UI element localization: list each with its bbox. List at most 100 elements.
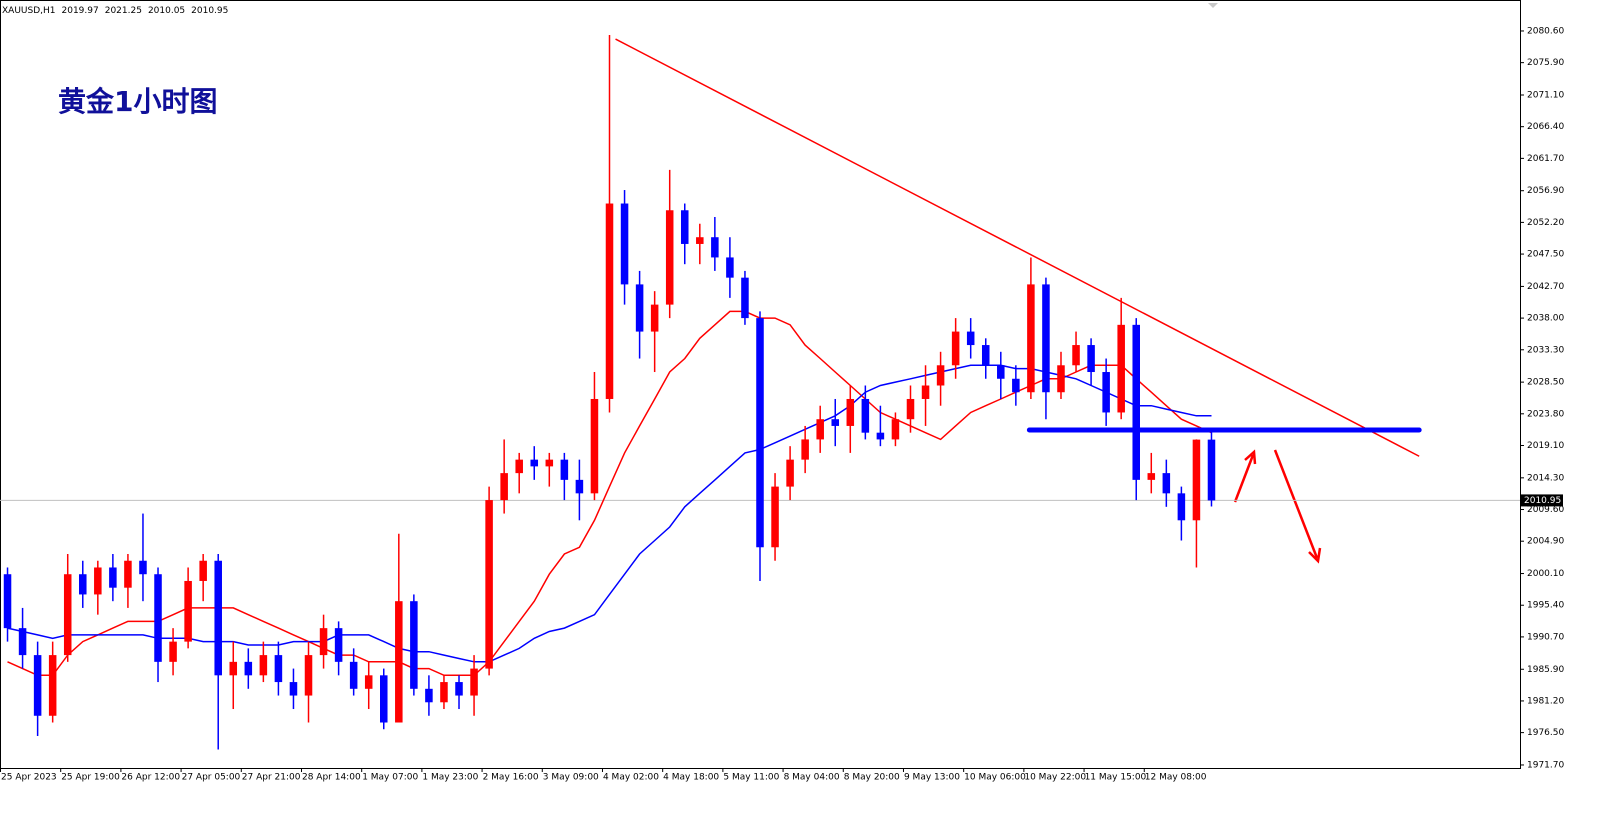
y-tick-label: 1981.20 xyxy=(1527,696,1564,706)
candle-body xyxy=(1057,365,1065,393)
candle-body xyxy=(590,398,599,494)
candle-body xyxy=(665,210,674,305)
candle-body xyxy=(846,398,855,426)
arrow-up-head xyxy=(1244,449,1257,465)
y-tick-label: 2042.70 xyxy=(1527,282,1564,292)
candle-body xyxy=(349,661,358,689)
header-close: 2010.95 xyxy=(191,6,228,16)
candle-body xyxy=(786,459,794,487)
candle-body xyxy=(18,628,27,656)
header-high: 2021.25 xyxy=(105,6,142,16)
y-tick-label: 2023.80 xyxy=(1527,409,1564,419)
candle-body xyxy=(184,580,192,642)
candle-body xyxy=(289,682,298,696)
y-tick-label: 2014.30 xyxy=(1527,473,1564,483)
x-tick-label: 2 May 16:00 xyxy=(483,773,539,783)
y-tick-label: 2047.50 xyxy=(1527,250,1564,260)
candle-body xyxy=(981,345,990,366)
x-tick-label: 10 May 06:00 xyxy=(964,773,1026,783)
candle-body xyxy=(485,500,493,669)
y-tick-label: 2052.20 xyxy=(1527,218,1564,228)
candle-body xyxy=(560,459,569,480)
y-tick-label: 2019.10 xyxy=(1527,441,1564,451)
y-tick-label: 2004.90 xyxy=(1527,537,1564,547)
candle-body xyxy=(545,459,554,467)
candle-body xyxy=(680,210,689,244)
x-tick-label: 4 May 18:00 xyxy=(663,773,719,783)
candle-body xyxy=(470,668,478,696)
candle-body xyxy=(154,574,162,662)
x-tick-label: 28 Apr 14:00 xyxy=(302,773,361,783)
y-tick-label: 1976.50 xyxy=(1527,728,1564,738)
candle-body xyxy=(1147,473,1156,480)
x-tick-label: 3 May 09:00 xyxy=(543,773,599,783)
candle-body xyxy=(1027,284,1035,393)
price-label-bg xyxy=(1521,494,1563,507)
candle-body xyxy=(1177,493,1186,521)
candle-body xyxy=(951,331,960,366)
candle-body xyxy=(1117,324,1125,413)
candle-body xyxy=(1087,345,1095,373)
candle-body xyxy=(500,473,508,501)
candle-body xyxy=(395,601,403,723)
y-tick-label: 2075.90 xyxy=(1527,58,1564,68)
candle-body xyxy=(1072,345,1080,366)
candle-body xyxy=(380,675,388,723)
candle-body xyxy=(816,419,824,440)
candle-body xyxy=(605,203,614,399)
candle-body xyxy=(1162,473,1171,494)
y-tick-label: 2033.30 xyxy=(1527,345,1564,355)
moving-average xyxy=(7,310,1212,677)
candle-body xyxy=(831,419,840,426)
y-tick-label: 2009.60 xyxy=(1527,505,1564,515)
candle-body xyxy=(259,655,268,676)
candle-body xyxy=(124,560,132,588)
y-tick-label: 1985.90 xyxy=(1527,665,1564,675)
candle-body xyxy=(936,365,945,386)
ohlc: 2019.97 2021.25 2010.05 2010.95 xyxy=(62,6,229,16)
price-label: 2010.95 xyxy=(1524,496,1561,506)
x-tick-label: 26 Apr 12:00 xyxy=(121,773,180,783)
x-tick-label: 11 May 15:00 xyxy=(1085,773,1147,783)
candle-body xyxy=(1012,378,1020,393)
candle-body xyxy=(274,655,283,683)
y-tick-label: 2038.00 xyxy=(1527,314,1564,324)
x-tick-label: 25 Apr 19:00 xyxy=(61,773,120,783)
y-tick-label: 2071.10 xyxy=(1527,91,1564,101)
x-tick-label: 8 May 20:00 xyxy=(844,773,900,783)
moving-average xyxy=(7,364,1212,663)
y-tick-label: 2000.10 xyxy=(1527,569,1564,579)
candle-body xyxy=(620,203,629,285)
shift-marker xyxy=(1208,3,1218,8)
candle-body xyxy=(1102,372,1110,413)
candle-body xyxy=(726,257,734,278)
candle-body xyxy=(109,567,117,588)
header-low: 2010.05 xyxy=(148,6,185,16)
candle-body xyxy=(48,655,57,716)
candle-body xyxy=(861,398,870,433)
candle-body xyxy=(650,304,659,332)
candle-body xyxy=(1192,439,1201,521)
candle-body xyxy=(319,628,328,656)
y-tick-label: 2066.40 xyxy=(1527,122,1564,132)
candle-body xyxy=(169,641,177,662)
candle-body xyxy=(801,439,809,460)
candle-body xyxy=(997,365,1005,379)
candle-body xyxy=(891,419,900,440)
candle-body xyxy=(139,560,147,575)
x-tick-label: 9 May 13:00 xyxy=(904,773,960,783)
candle-body xyxy=(741,277,749,319)
candle-body xyxy=(214,560,222,676)
candle-body xyxy=(410,601,418,689)
arrow-down-head xyxy=(1308,547,1322,564)
symbol: XAUUSD,H1 xyxy=(2,6,56,16)
x-tick-label: 12 May 08:00 xyxy=(1145,773,1207,783)
arrow-up xyxy=(1233,454,1255,503)
arrow-down xyxy=(1273,449,1319,559)
candle-body xyxy=(756,318,764,548)
y-tick-label: 2080.60 xyxy=(1527,26,1564,36)
trendline xyxy=(615,38,1420,457)
candle-body xyxy=(921,385,930,399)
